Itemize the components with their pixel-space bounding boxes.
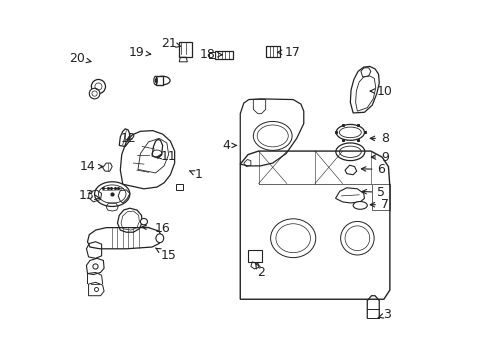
Bar — [247, 249, 262, 262]
Text: 20: 20 — [69, 52, 91, 65]
Bar — [155, 76, 163, 85]
Text: 8: 8 — [369, 132, 388, 145]
Bar — [175, 184, 183, 190]
Ellipse shape — [155, 76, 170, 85]
Ellipse shape — [156, 234, 163, 243]
Text: 1: 1 — [189, 168, 202, 181]
Ellipse shape — [94, 182, 130, 207]
Text: 21: 21 — [161, 37, 180, 50]
Text: 15: 15 — [155, 248, 176, 262]
Ellipse shape — [335, 143, 364, 161]
Ellipse shape — [91, 80, 105, 94]
Text: 4: 4 — [222, 139, 236, 152]
Ellipse shape — [140, 219, 147, 225]
Ellipse shape — [89, 88, 100, 99]
Bar — [178, 42, 192, 57]
Bar — [209, 52, 214, 58]
Bar — [214, 50, 232, 59]
Ellipse shape — [352, 202, 366, 209]
Text: 3: 3 — [377, 308, 390, 321]
Text: 5: 5 — [362, 186, 385, 199]
Text: 14: 14 — [80, 160, 102, 173]
Text: 9: 9 — [370, 150, 388, 163]
Text: 16: 16 — [142, 222, 170, 235]
Text: 2: 2 — [255, 263, 265, 279]
Text: 6: 6 — [361, 163, 385, 176]
Text: 12: 12 — [121, 132, 136, 145]
Text: 11: 11 — [157, 149, 176, 162]
Text: 10: 10 — [369, 85, 392, 98]
Text: 18: 18 — [199, 48, 222, 61]
Ellipse shape — [336, 125, 364, 140]
Text: 13: 13 — [79, 189, 100, 202]
Text: 17: 17 — [277, 46, 300, 59]
Bar — [266, 46, 280, 57]
Text: 19: 19 — [129, 46, 150, 59]
Text: 7: 7 — [369, 198, 388, 211]
